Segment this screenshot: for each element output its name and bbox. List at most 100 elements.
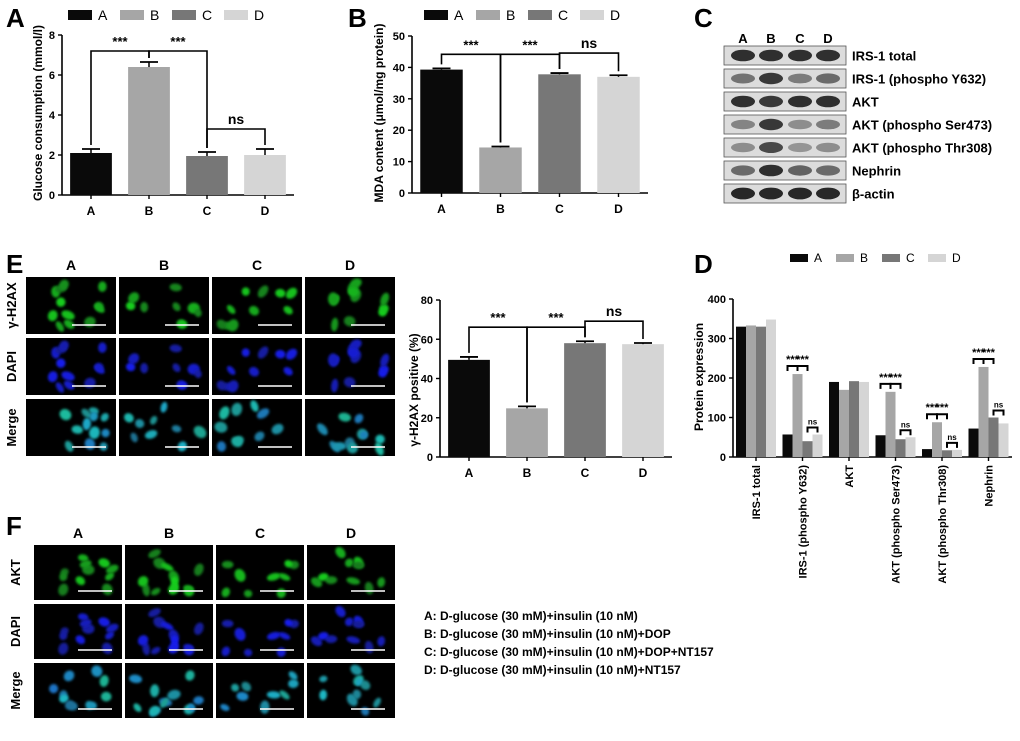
blot-band: [788, 73, 812, 84]
blot-band: [731, 187, 755, 200]
cell-nucleus: [77, 613, 89, 621]
cell-nucleus: [129, 674, 143, 684]
cell-nucleus: [194, 622, 204, 635]
y-axis-label: MDA content (μmol/mg protein): [372, 24, 386, 203]
legend-label: B: [506, 7, 515, 23]
legend-swatch: [790, 254, 808, 262]
blot-strip: [723, 45, 847, 66]
blot-protein-label: AKT: [852, 95, 879, 110]
cell-nucleus: [283, 306, 293, 315]
cell-nucleus: [148, 608, 161, 618]
significance-label: ***: [170, 34, 186, 49]
significance-label: ns: [228, 111, 245, 127]
cell-nucleus: [288, 679, 299, 689]
significance-label: ns: [947, 433, 957, 442]
cell-nucleus: [140, 301, 149, 313]
cell-nucleus: [319, 689, 328, 701]
blot-protein-label: IRS-1 total: [852, 49, 916, 64]
cell-nucleus: [221, 646, 231, 657]
panel-label-c: C: [694, 3, 713, 33]
blot-protein-label: IRS-1 (phospho Y632): [852, 72, 986, 87]
cell-nucleus: [61, 371, 75, 381]
cell-nucleus: [64, 440, 74, 452]
bar: [782, 434, 793, 457]
legend-label: C: [558, 7, 568, 23]
blot-band: [731, 119, 755, 130]
cell-nucleus: [63, 319, 75, 329]
cell-nucleus: [219, 406, 230, 420]
blot-band: [731, 73, 755, 84]
cell-nucleus: [221, 587, 231, 598]
cell-nucleus: [101, 428, 110, 438]
cell-nucleus: [137, 635, 149, 646]
panel-label-e: E: [6, 249, 23, 279]
cell-nucleus: [140, 362, 149, 374]
cell-nucleus: [266, 631, 281, 640]
x-tick-label: D: [639, 466, 648, 480]
cell-nucleus: [150, 415, 158, 425]
cell-nucleus: [344, 558, 354, 568]
cell-nucleus: [317, 573, 329, 581]
cell-nucleus: [283, 367, 293, 376]
legend-swatch: [68, 10, 92, 20]
cell-nucleus: [100, 691, 112, 702]
cell-nucleus: [347, 442, 358, 454]
significance-bracket: [796, 365, 809, 372]
cell-nucleus: [254, 431, 265, 442]
bar: [70, 153, 112, 195]
cell-nucleus: [227, 319, 239, 332]
cell-nucleus: [257, 346, 269, 359]
cell-nucleus: [284, 560, 293, 568]
cell-nucleus: [98, 617, 110, 627]
x-tick-label: C: [203, 204, 212, 218]
cell-nucleus: [63, 380, 75, 390]
cell-nucleus: [350, 664, 362, 676]
cell-nucleus: [288, 671, 298, 680]
significance-bracket: [806, 426, 819, 433]
cell-nucleus: [75, 635, 86, 645]
significance-bracket: [558, 52, 620, 72]
cell-nucleus: [344, 617, 354, 627]
cell-nucleus: [379, 364, 389, 375]
x-tick-label: B: [523, 466, 532, 480]
image-column-label: A: [66, 257, 76, 273]
cell-nucleus: [59, 279, 69, 290]
cell-nucleus: [98, 558, 110, 568]
blot-band: [759, 49, 783, 62]
significance-bracket: [148, 50, 208, 148]
cell-nucleus: [248, 305, 260, 316]
cell-nucleus: [216, 441, 227, 452]
significance-bracket: [879, 382, 892, 389]
significance-label: ns: [994, 401, 1004, 410]
cell-nucleus: [327, 353, 339, 367]
blot-band: [759, 118, 783, 131]
image-row-label: γ-H2AX: [4, 282, 19, 329]
blot-band: [788, 119, 812, 130]
x-tick-label: C: [555, 202, 564, 216]
cell-nucleus: [338, 412, 351, 422]
significance-label: ns: [581, 35, 598, 51]
bar: [792, 374, 803, 457]
significance-bracket: [972, 357, 985, 364]
y-tick-label: 100: [708, 413, 726, 425]
cell-nucleus: [377, 636, 386, 647]
lane-label: C: [795, 31, 805, 46]
x-tick-label: AKT: [844, 465, 856, 488]
significance-label: ***: [936, 402, 950, 414]
blot-band: [731, 165, 755, 176]
cell-nucleus: [55, 321, 65, 332]
image-column-label: D: [345, 257, 355, 273]
bar: [128, 67, 170, 195]
bar: [942, 450, 952, 457]
significance-label: ***: [490, 310, 506, 325]
cell-nucleus: [98, 281, 107, 292]
cell-nucleus: [75, 576, 86, 586]
cell-nucleus: [241, 287, 250, 296]
cell-nucleus: [380, 353, 390, 367]
blot-protein-label: β-actin: [852, 187, 895, 202]
cell-nucleus: [377, 577, 386, 588]
legend-label: A: [454, 7, 464, 23]
significance-bracket: [899, 429, 912, 436]
x-tick-label: A: [437, 202, 446, 216]
cell-nucleus: [77, 554, 89, 562]
